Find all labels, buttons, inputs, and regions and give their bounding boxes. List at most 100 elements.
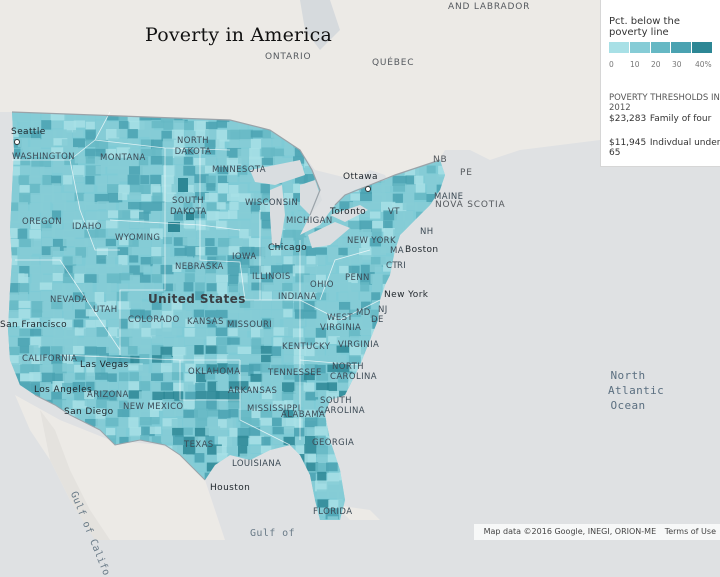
county-tile [371, 292, 381, 304]
county-tile [171, 327, 182, 336]
county-tile [205, 426, 221, 436]
county-tile [261, 256, 276, 266]
county-tile [251, 247, 266, 259]
county-tile [106, 283, 117, 291]
county-tile [116, 129, 127, 138]
county-tile [326, 489, 339, 499]
county-tile [271, 364, 286, 374]
county-tile [249, 309, 261, 321]
county-tile [229, 427, 241, 438]
county-tile [63, 202, 76, 213]
county-tile [174, 255, 188, 264]
county-tile [63, 327, 79, 339]
county-tile [349, 345, 364, 358]
label-mississippi: MISSISSIPPI [247, 404, 301, 414]
county-tile [72, 130, 84, 138]
county-tile [414, 175, 424, 185]
county-tile [195, 463, 206, 471]
county-tile [283, 201, 298, 212]
county-tile [248, 418, 260, 427]
county-tile [52, 219, 62, 229]
county-tile [118, 346, 134, 358]
county-tile [272, 391, 284, 403]
county-tile [304, 345, 316, 357]
county-tile [304, 427, 316, 439]
county-tile [138, 237, 151, 248]
county-tile [140, 256, 153, 267]
county-tile [85, 121, 95, 132]
county-tile [371, 300, 382, 310]
county-tile [96, 346, 109, 358]
county-tile [119, 355, 134, 365]
county-tile [150, 174, 162, 187]
county-tile [129, 121, 145, 130]
county-tile [94, 364, 106, 375]
county-tile [74, 192, 85, 202]
county-tile [316, 373, 332, 381]
county-tile [216, 453, 229, 462]
label-ma: MA [390, 246, 404, 256]
county-tile [108, 319, 123, 330]
county-tile [117, 310, 132, 322]
county-tile [238, 211, 252, 219]
county-tile [193, 309, 205, 318]
county-tile [272, 408, 287, 420]
label-west-virginia: WEST VIRGINIA [320, 313, 362, 333]
county-tile [293, 337, 305, 345]
county-tile [30, 264, 41, 275]
county-tile [129, 265, 144, 277]
county-tile [127, 346, 138, 355]
county-tile [250, 445, 263, 454]
county-tile [207, 319, 217, 328]
county-tile [205, 129, 220, 142]
county-tile [348, 327, 361, 339]
county-tile [138, 156, 149, 167]
county-tile [348, 273, 358, 284]
county-tile [40, 220, 52, 232]
county-tile [271, 255, 282, 263]
county-tile [326, 390, 341, 400]
county-tile [250, 138, 262, 149]
hudson-bay [300, 0, 340, 50]
county-tile [292, 328, 304, 339]
county-tile [41, 246, 53, 257]
county-tile [206, 462, 220, 472]
county-tile [337, 382, 351, 392]
mexico-land [15, 395, 225, 540]
county-tile [383, 210, 397, 221]
county-tile [151, 201, 166, 211]
county-tile [327, 445, 339, 454]
county-tile [96, 283, 111, 294]
county-tile [63, 211, 76, 224]
county-tile [316, 489, 329, 499]
county-tile [85, 256, 100, 269]
county-tile [326, 328, 341, 339]
terms-of-use-link[interactable]: Terms of Use [664, 527, 716, 536]
county-tile [250, 399, 265, 409]
county-tile [9, 220, 20, 233]
county-tile [161, 210, 174, 222]
county-tile [150, 184, 161, 196]
county-tile [118, 363, 129, 371]
county-tile [226, 147, 242, 160]
county-tile [205, 220, 218, 229]
county-tile [216, 274, 230, 283]
county-tile [228, 274, 239, 287]
county-tile [215, 390, 230, 400]
county-tile [185, 391, 197, 402]
county-tile [239, 453, 252, 465]
label-alabama: ALABAMA [281, 410, 326, 420]
county-tile [206, 283, 218, 295]
state-borders [12, 111, 381, 446]
county-tile [369, 211, 381, 219]
county-tile [207, 409, 220, 417]
county-tile [272, 436, 283, 445]
county-tile [152, 192, 167, 204]
county-tile [19, 373, 34, 383]
county-tile [292, 318, 306, 327]
county-tile [29, 292, 41, 302]
county-tile [128, 390, 142, 399]
county-tile [240, 399, 252, 410]
county-tile [95, 148, 109, 161]
county-tile [273, 273, 285, 284]
